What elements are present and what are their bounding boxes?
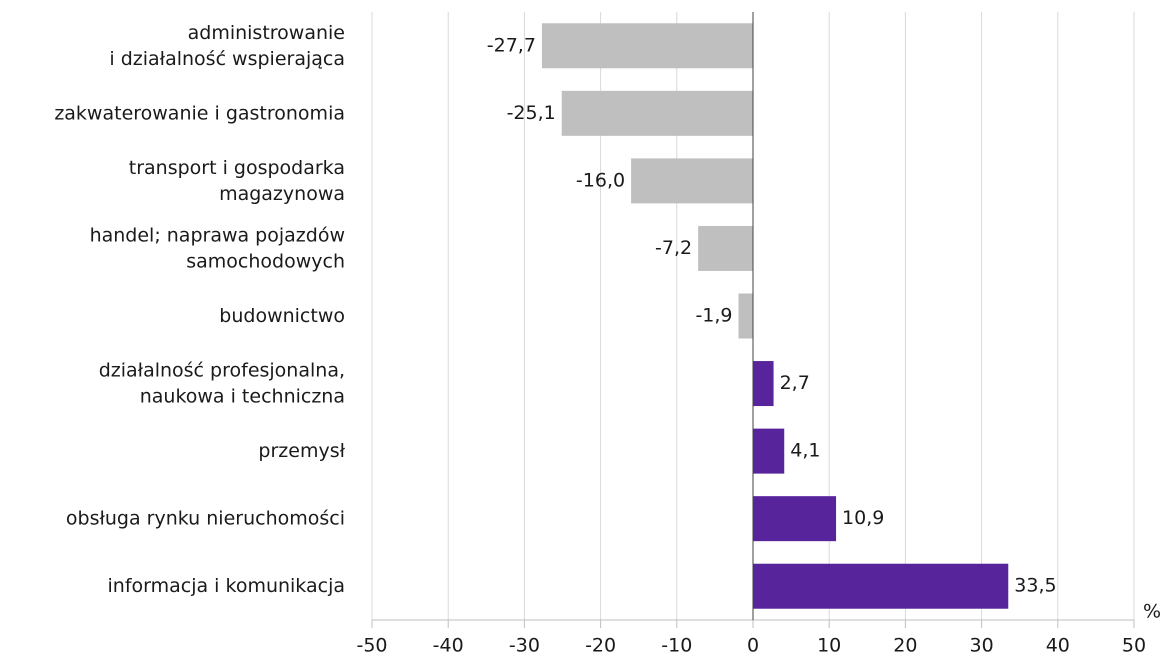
- bar: [561, 90, 753, 136]
- x-tick-label: 10: [817, 635, 841, 657]
- x-tick-label: 40: [1046, 635, 1070, 657]
- value-label: 4,1: [790, 440, 820, 462]
- bar: [753, 428, 785, 474]
- x-axis-label: %: [1143, 601, 1161, 623]
- bar: [753, 563, 1009, 609]
- value-label: -25,1: [507, 102, 556, 124]
- bar: [698, 225, 753, 271]
- x-tick-label: -20: [585, 635, 616, 657]
- bar: [631, 158, 753, 204]
- bar: [541, 23, 753, 69]
- y-tick-label: informacja i komunikacja: [108, 575, 346, 597]
- y-tick-label: działalność profesjonalna, naukowa i tech…: [99, 359, 345, 407]
- y-tick-label: administrowanie i działalność wspierająca: [109, 21, 345, 69]
- value-label: -27,7: [487, 34, 536, 56]
- bar: [753, 496, 837, 542]
- x-tick-label: 20: [893, 635, 917, 657]
- y-tick-label: handel; naprawa pojazdów samochodowych: [90, 224, 345, 272]
- y-tick-label: budownictwo: [219, 305, 345, 327]
- x-tick-label: 0: [747, 635, 759, 657]
- x-tick-label: -40: [433, 635, 464, 657]
- x-tick-label: -50: [356, 635, 387, 657]
- value-label: -7,2: [655, 237, 692, 259]
- x-tick-label: -10: [661, 635, 692, 657]
- y-tick-label: zakwaterowanie i gastronomia: [54, 102, 345, 124]
- y-tick-label: przemysł: [258, 440, 345, 462]
- x-tick-label: -30: [509, 635, 540, 657]
- value-label: -16,0: [576, 169, 625, 191]
- value-label: 2,7: [780, 372, 810, 394]
- x-tick-label: 30: [970, 635, 994, 657]
- bar: [753, 361, 774, 407]
- x-tick-label: 50: [1122, 635, 1146, 657]
- value-label: -1,9: [695, 305, 732, 327]
- value-label: 33,5: [1014, 575, 1056, 597]
- value-label: 10,9: [842, 507, 884, 529]
- y-tick-label: transport i gospodarka magazynowa: [129, 156, 345, 204]
- bar: [738, 293, 753, 339]
- y-tick-label: obsługa rynku nieruchomości: [66, 507, 345, 529]
